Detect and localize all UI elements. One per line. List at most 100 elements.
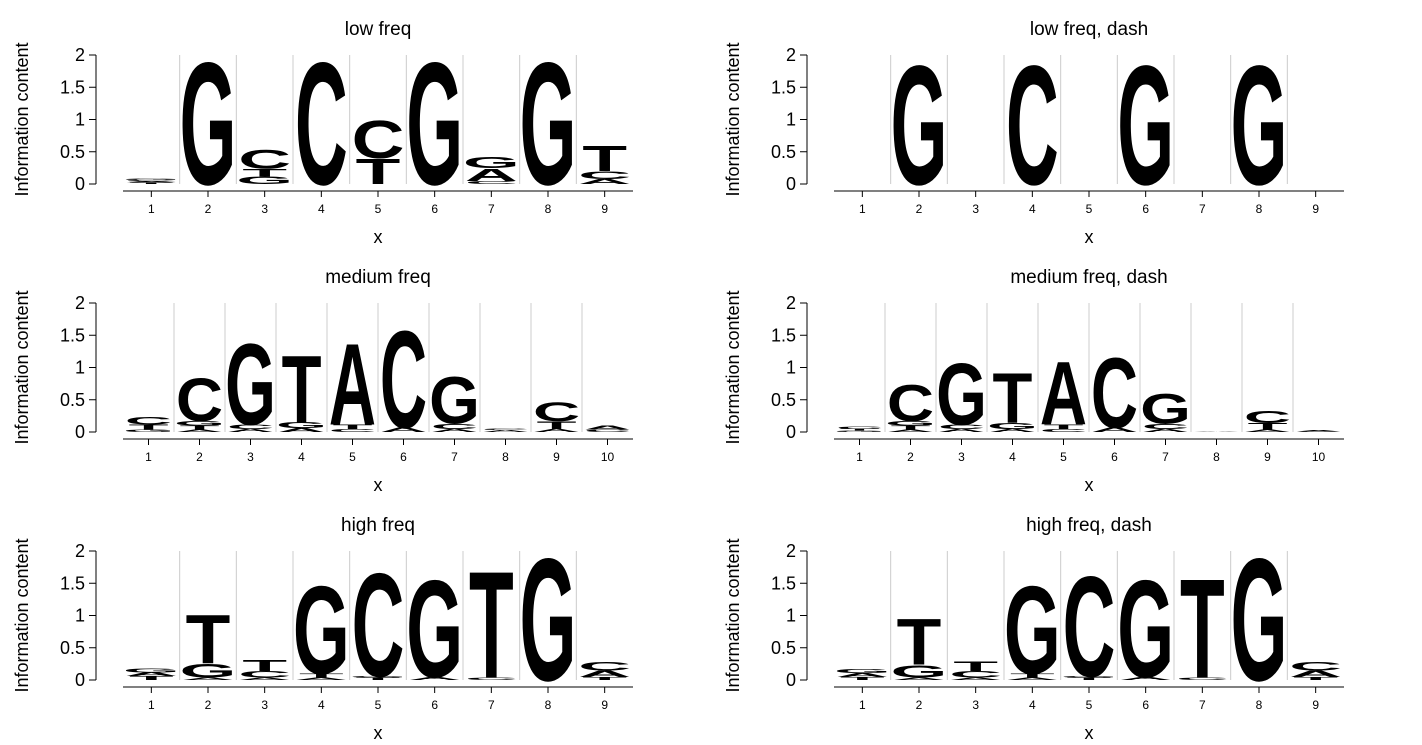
logo-letter-C: C [176, 367, 223, 435]
panel-title: high freq [341, 515, 415, 536]
logo-panel: low freq, dash Information content x 0 0.5 1 1… [723, 19, 1344, 247]
logo-letter-T: T [1044, 423, 1084, 430]
y-tick-label: 1 [786, 110, 796, 130]
x-tick-label: 9 [1264, 450, 1271, 464]
y-tick-label: 1.5 [60, 573, 85, 593]
logo-letter-G: G [123, 667, 180, 673]
logo-letter-T: T [1293, 676, 1338, 681]
logo-letter-T: T [897, 605, 942, 679]
x-tick-label: 3 [972, 202, 979, 216]
logo-letter-C: C [465, 180, 518, 185]
x-tick-label: 6 [1142, 202, 1149, 216]
logo-letter-A: A [1295, 430, 1342, 432]
logo-letter-G: G [834, 668, 891, 674]
logo-letter-A: A [1091, 426, 1138, 433]
panel-title: low freq, dash [1030, 19, 1148, 40]
y-tick-label: 2 [75, 541, 85, 561]
logo-letter-T: T [840, 428, 880, 431]
logo-letter-T: T [582, 676, 627, 681]
logo-letter-A: A [227, 428, 274, 433]
logo-letter-G: G [1231, 523, 1288, 717]
logo-letter-G: G [1061, 676, 1118, 678]
x-tick-label: 3 [247, 450, 254, 464]
x-tick-label: 2 [196, 450, 203, 464]
logo-letter-C: C [329, 428, 376, 433]
logo-letter-A: A [1289, 669, 1342, 679]
logo-letter-A: A [887, 429, 934, 433]
logo-letter-T: T [333, 423, 373, 430]
logo-letter-C: C [1176, 677, 1229, 681]
logo-letter-A: A [482, 430, 529, 433]
logo-letter-G: G [180, 27, 237, 221]
logo-letter-A: A [125, 671, 178, 677]
logo-letter-A: A [380, 426, 427, 433]
x-axis-label: x [374, 723, 383, 743]
logo-letter-G: G [174, 420, 225, 427]
x-axis-label: x [374, 227, 383, 247]
logo-letter-G: G [936, 346, 987, 444]
logo-letter-C: C [938, 423, 985, 430]
logo-letter-C: C [352, 542, 405, 708]
logo-letter-G: G [520, 27, 577, 221]
y-axis-label: Information content [723, 290, 743, 444]
y-tick-label: 0.5 [771, 638, 796, 658]
y-axis-label: Information content [723, 538, 743, 692]
logo-letter-G: G [123, 179, 180, 181]
logo-letter-A: A [1142, 428, 1189, 433]
logo-letter-G: G [180, 660, 237, 682]
x-tick-label: 4 [298, 450, 305, 464]
logo-letter-A: A [1244, 429, 1291, 433]
y-tick-label: 0 [75, 174, 85, 194]
y-tick-label: 1.5 [771, 77, 796, 97]
x-tick-label: 4 [1029, 698, 1036, 712]
x-tick-label: 9 [1312, 202, 1319, 216]
logo-panel: low freq Information content x 0 0.5 1 1.5 2 1 2 3… [12, 19, 633, 247]
y-tick-label: 0.5 [771, 390, 796, 410]
x-tick-label: 4 [318, 202, 325, 216]
panel-title: high freq, dash [1026, 515, 1152, 536]
x-tick-label: 8 [502, 450, 509, 464]
logo-letter-C: C [482, 428, 529, 430]
logo-letter-A: A [578, 669, 631, 679]
x-tick-label: 6 [431, 698, 438, 712]
logo-letter-A: A [949, 677, 1002, 681]
x-tick-label: 1 [148, 202, 155, 216]
x-tick-label: 8 [545, 202, 552, 216]
x-tick-label: 2 [916, 202, 923, 216]
y-tick-label: 1 [786, 358, 796, 378]
logo-letter-A: A [989, 428, 1036, 433]
logo-letter-C: C [1295, 431, 1342, 432]
y-axis-label: Information content [723, 42, 743, 196]
logo-letter-T: T [840, 676, 885, 681]
x-axis-label: x [1085, 475, 1094, 495]
logo-letter-C: C [1142, 422, 1189, 430]
logo-panel: medium freq Information content x 0 0.5 1 1.5 2… [12, 267, 633, 495]
logo-letter-C: C [836, 426, 883, 430]
x-tick-label: 3 [972, 698, 979, 712]
y-tick-label: 0 [786, 422, 796, 442]
logo-letter-A: A [182, 677, 235, 681]
logo-letter-A: A [836, 672, 889, 678]
y-tick-label: 1 [786, 606, 796, 626]
x-tick-label: 7 [488, 202, 495, 216]
x-tick-label: 5 [1086, 698, 1093, 712]
x-tick-label: 9 [1312, 698, 1319, 712]
y-tick-label: 1.5 [60, 77, 85, 97]
y-tick-label: 1 [75, 606, 85, 626]
panel-title: medium freq, dash [1010, 267, 1167, 288]
y-tick-label: 1 [75, 110, 85, 130]
y-tick-label: 0.5 [771, 142, 796, 162]
logo-letter-C: C [125, 415, 172, 427]
x-axis-label: x [374, 475, 383, 495]
logo-letter-G: G [123, 429, 174, 433]
logo-letter-A: A [278, 427, 325, 433]
x-tick-label: 4 [1009, 450, 1016, 464]
logo-letter-T: T [1067, 677, 1112, 681]
x-tick-label: 2 [916, 698, 923, 712]
logo-letter-T: T [356, 152, 401, 192]
logo-letter-C: C [578, 169, 631, 181]
logo-letter-G: G [463, 154, 520, 172]
panel-title: low freq [345, 19, 412, 40]
x-tick-label: 10 [601, 450, 615, 464]
logo-letter-G: G [1117, 29, 1174, 220]
